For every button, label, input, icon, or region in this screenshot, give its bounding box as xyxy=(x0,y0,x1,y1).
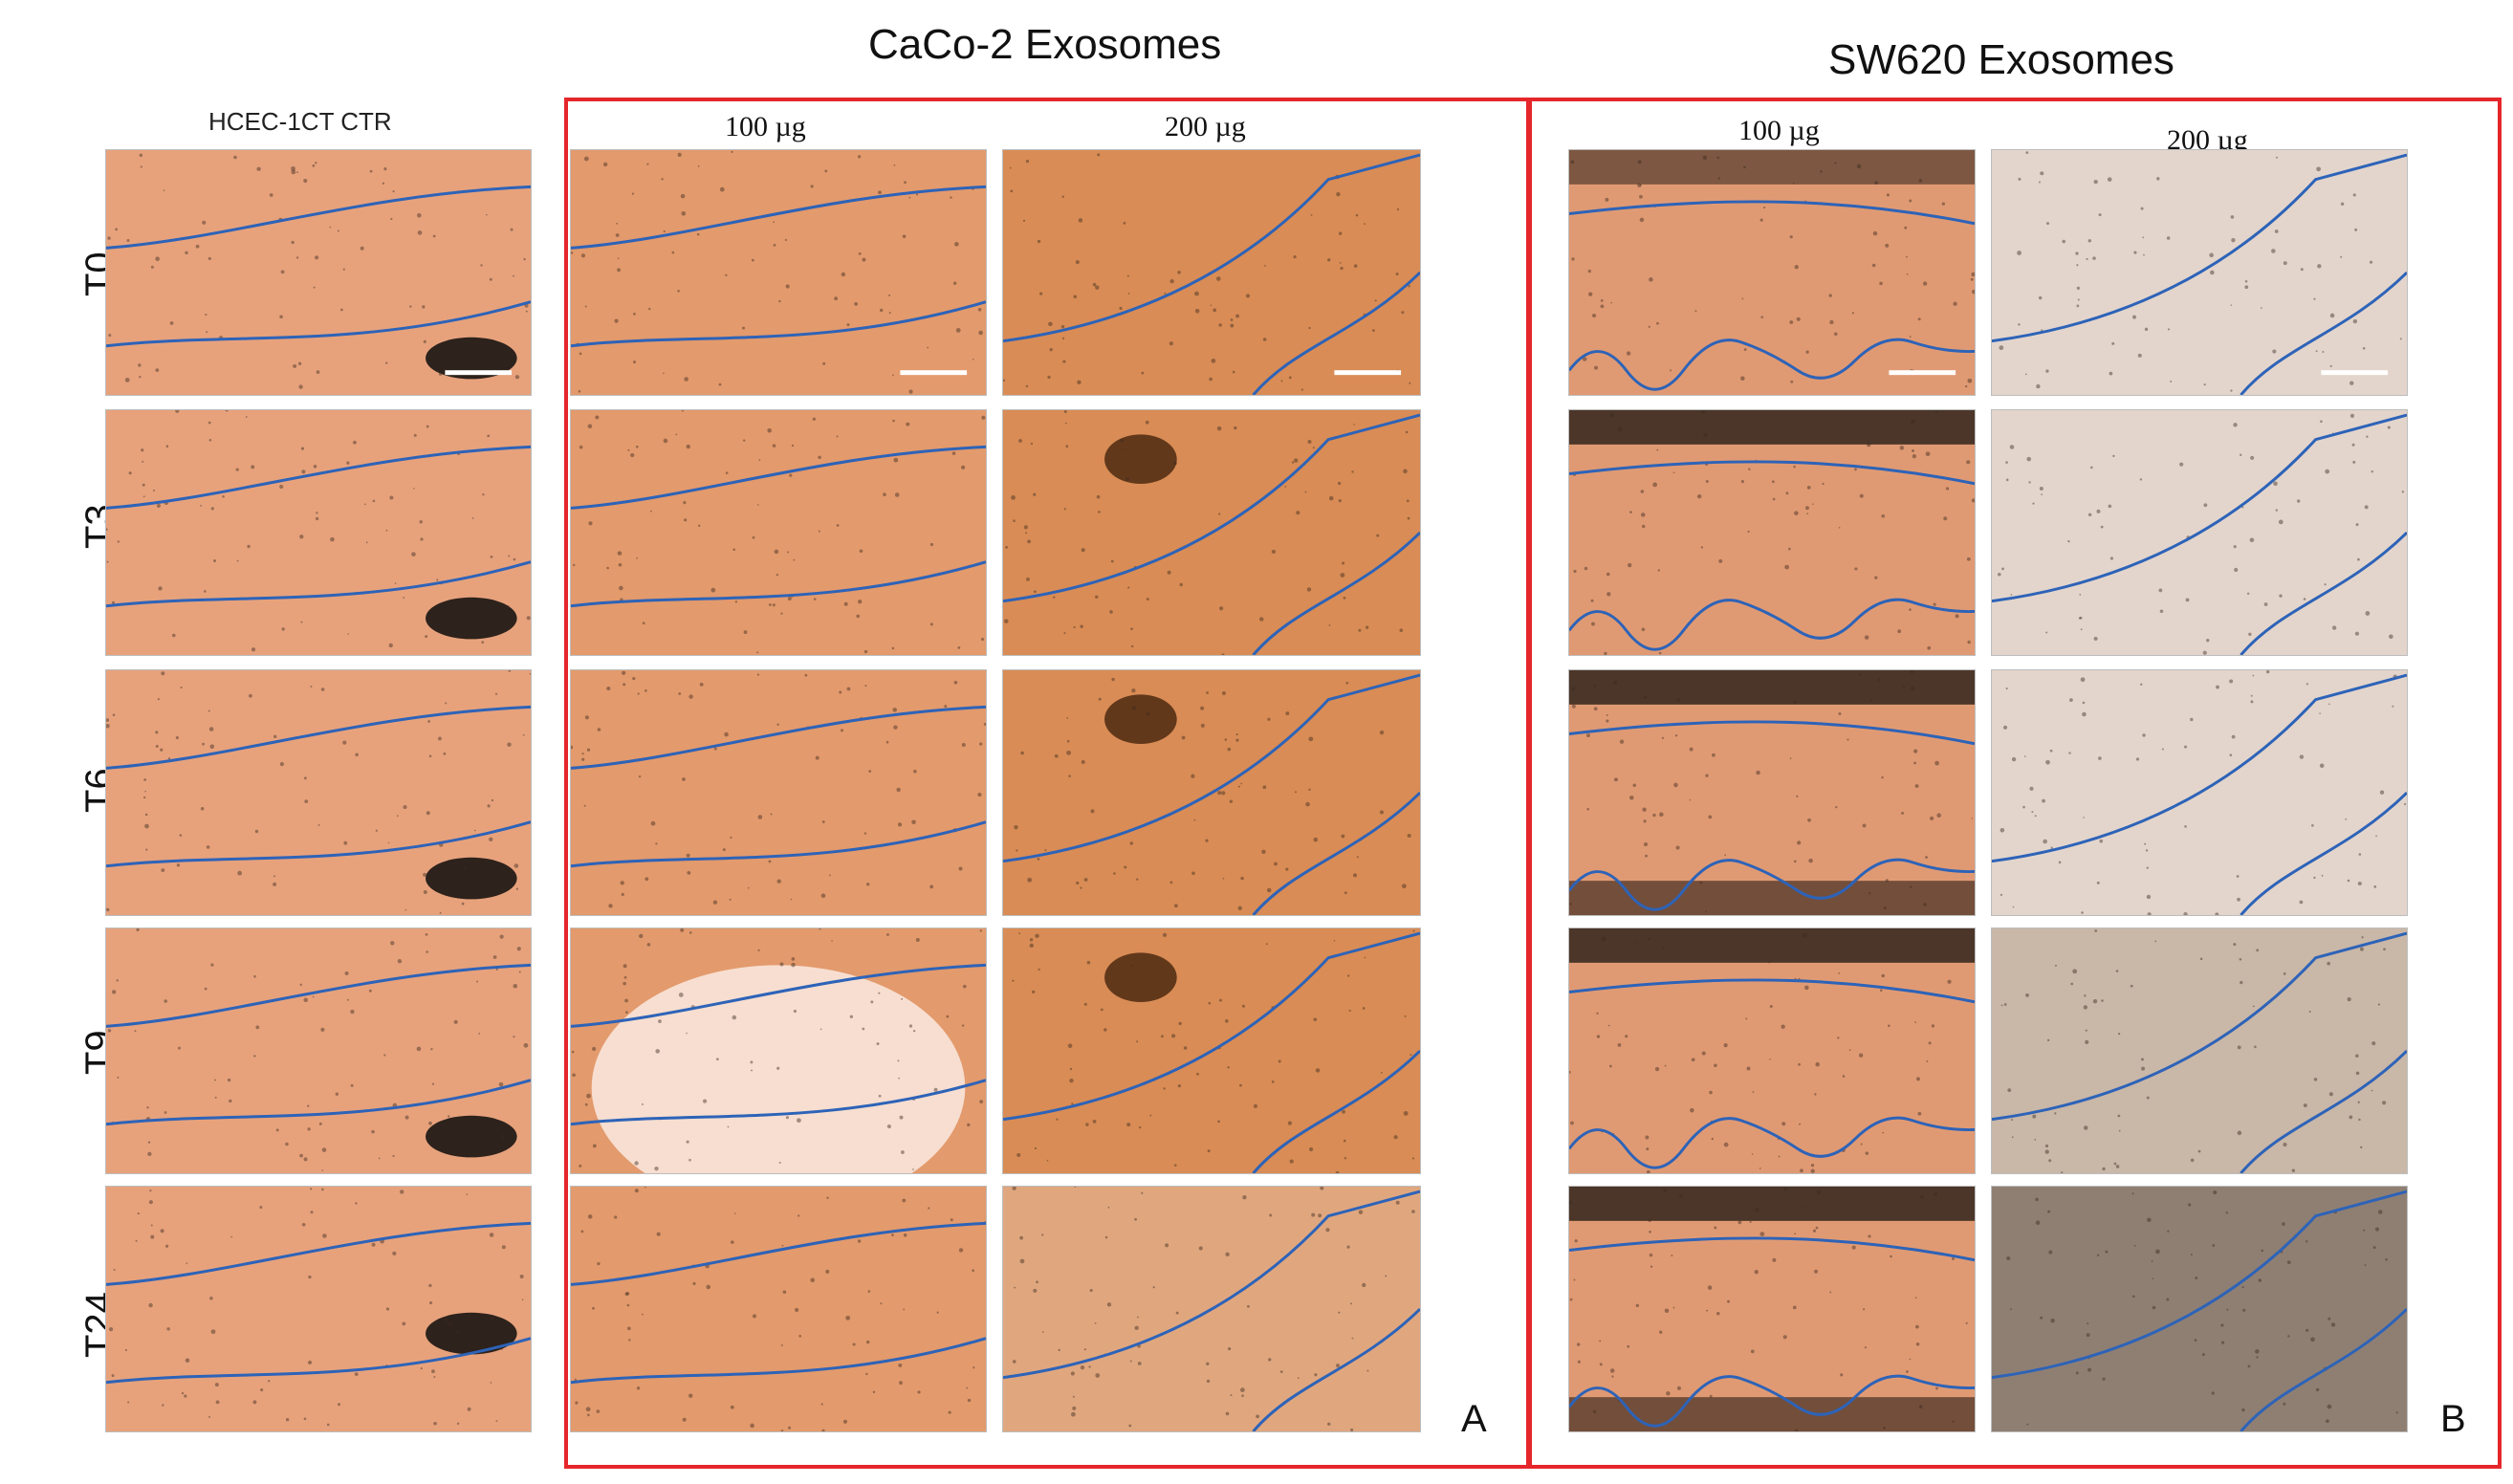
micrograph-caco2-200-t0 xyxy=(1002,149,1421,396)
micrograph-caco2-200-t6 xyxy=(1002,669,1421,916)
micrograph-sw620-100-t6 xyxy=(1568,669,1976,916)
micrograph-image xyxy=(1003,670,1420,915)
micrograph-sw620-200-t0 xyxy=(1991,149,2408,396)
micrograph-image xyxy=(106,1187,531,1431)
micrograph-image xyxy=(571,1187,986,1431)
micrograph-caco2-200-t9 xyxy=(1002,928,1421,1174)
micrograph-image xyxy=(571,670,986,915)
micrograph-caco2-100-t6 xyxy=(570,669,987,916)
micrograph-image xyxy=(1992,1187,2407,1431)
micrograph-image xyxy=(1992,150,2407,395)
micrograph-sw620-100-t9 xyxy=(1568,928,1976,1174)
micrograph-image xyxy=(1003,410,1420,655)
panel-letter-b: B xyxy=(2440,1398,2466,1440)
micrograph-sw620-200-t6 xyxy=(1991,669,2408,916)
micrograph-sw620-100-t24 xyxy=(1568,1186,1976,1432)
micrograph-ctr-t3 xyxy=(105,409,532,656)
micrograph-caco2-100-t0 xyxy=(570,149,987,396)
micrograph-image xyxy=(1569,150,1975,395)
micrograph-ctr-t9 xyxy=(105,928,532,1174)
micrograph-ctr-t24 xyxy=(105,1186,532,1432)
micrograph-ctr-t6 xyxy=(105,669,532,916)
micrograph-caco2-200-t24 xyxy=(1002,1186,1421,1432)
caco2-dose-200: 200 µg xyxy=(1165,111,1246,142)
micrograph-caco2-200-t3 xyxy=(1002,409,1421,656)
micrograph-image xyxy=(571,150,986,395)
micrograph-image xyxy=(106,928,531,1173)
caco2-dose-100: 100 µg xyxy=(725,111,806,142)
micrograph-sw620-200-t24 xyxy=(1991,1186,2408,1432)
micrograph-image xyxy=(1992,928,2407,1173)
micrograph-sw620-200-t3 xyxy=(1991,409,2408,656)
micrograph-image xyxy=(1992,410,2407,655)
micrograph-image xyxy=(1003,1187,1420,1431)
micrograph-caco2-100-t24 xyxy=(570,1186,987,1432)
micrograph-image xyxy=(106,150,531,395)
micrograph-caco2-100-t3 xyxy=(570,409,987,656)
micrograph-sw620-200-t9 xyxy=(1991,928,2408,1174)
sw620-panel-box xyxy=(1526,98,2502,1469)
caco2-panel-box xyxy=(564,98,1532,1469)
caco2-title: CaCo-2 Exosomes xyxy=(868,21,1222,68)
micrograph-image xyxy=(571,410,986,655)
micrograph-image xyxy=(1569,670,1975,915)
micrograph-ctr-t0 xyxy=(105,149,532,396)
micrograph-sw620-100-t0 xyxy=(1568,149,1976,396)
micrograph-image xyxy=(106,410,531,655)
micrograph-image xyxy=(571,928,986,1173)
micrograph-image xyxy=(106,670,531,915)
micrograph-image xyxy=(1003,150,1420,395)
control-label: HCEC-1CT CTR xyxy=(208,107,392,136)
micrograph-image xyxy=(1569,1187,1975,1431)
panel-letter-a: A xyxy=(1461,1398,1487,1440)
micrograph-image xyxy=(1992,670,2407,915)
sw620-title: SW620 Exosomes xyxy=(1828,36,2174,83)
micrograph-image xyxy=(1003,928,1420,1173)
sw620-dose-100: 100 µg xyxy=(1738,115,1820,146)
micrograph-sw620-100-t3 xyxy=(1568,409,1976,656)
micrograph-image xyxy=(1569,410,1975,655)
micrograph-caco2-100-t9 xyxy=(570,928,987,1174)
micrograph-image xyxy=(1569,928,1975,1173)
